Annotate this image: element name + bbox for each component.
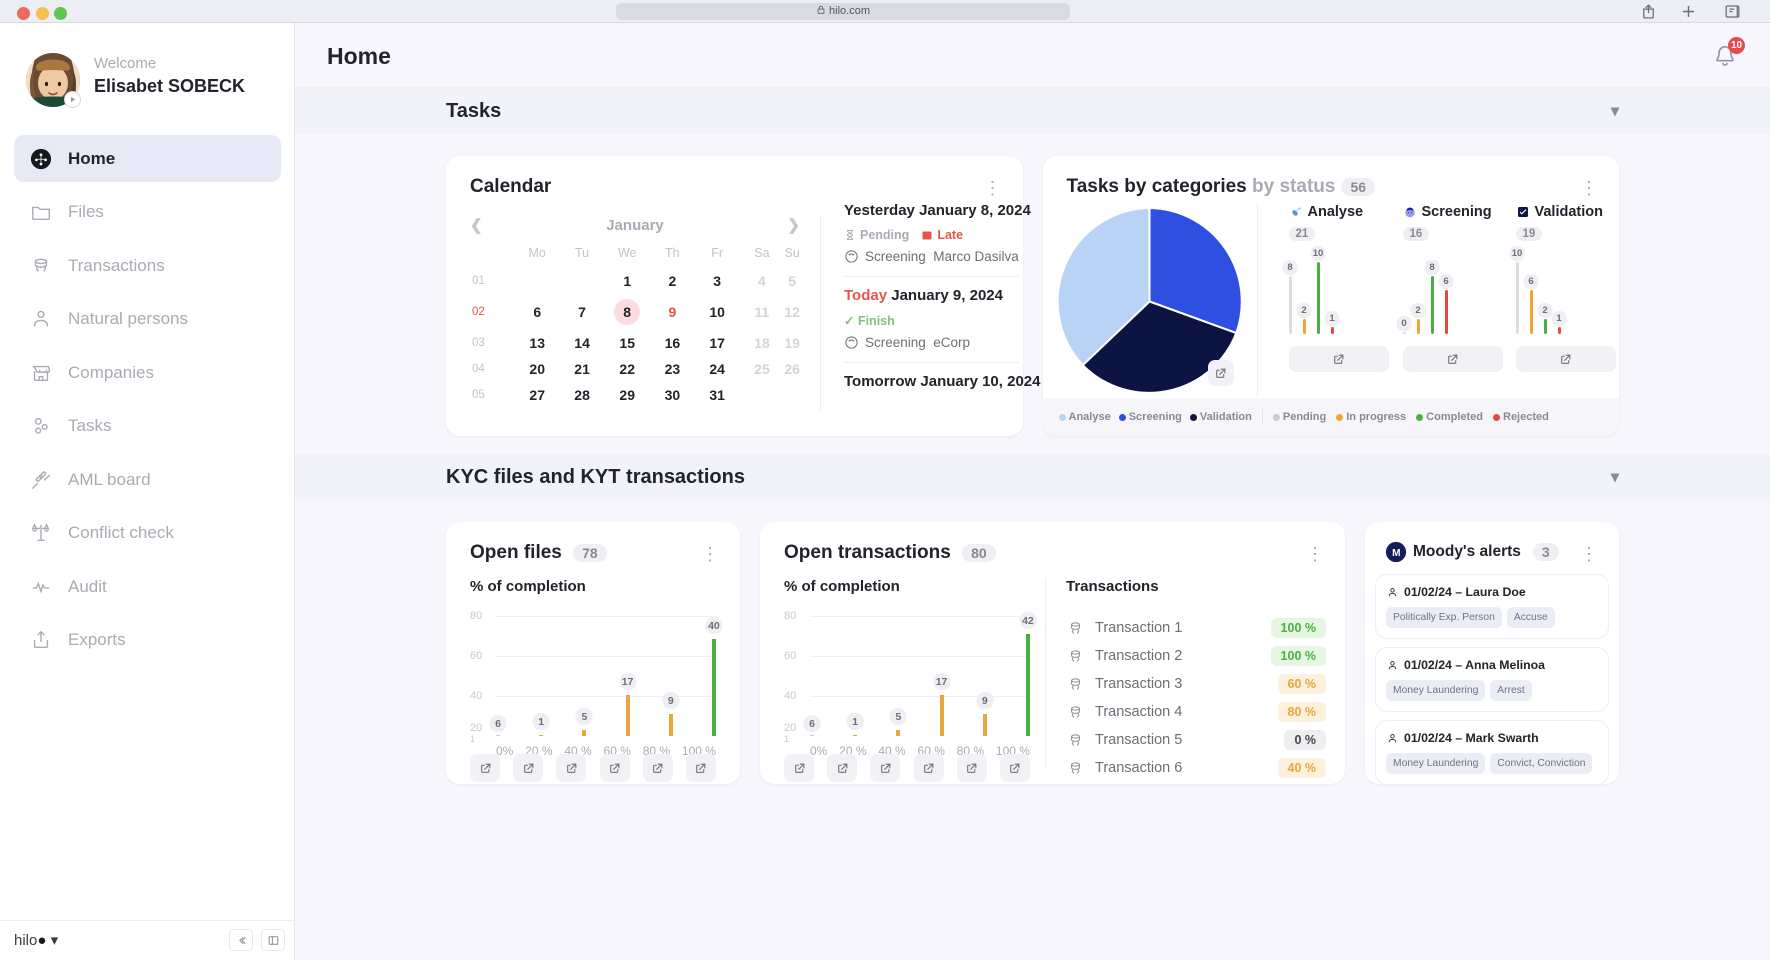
svg-text:M: M — [1392, 548, 1400, 559]
